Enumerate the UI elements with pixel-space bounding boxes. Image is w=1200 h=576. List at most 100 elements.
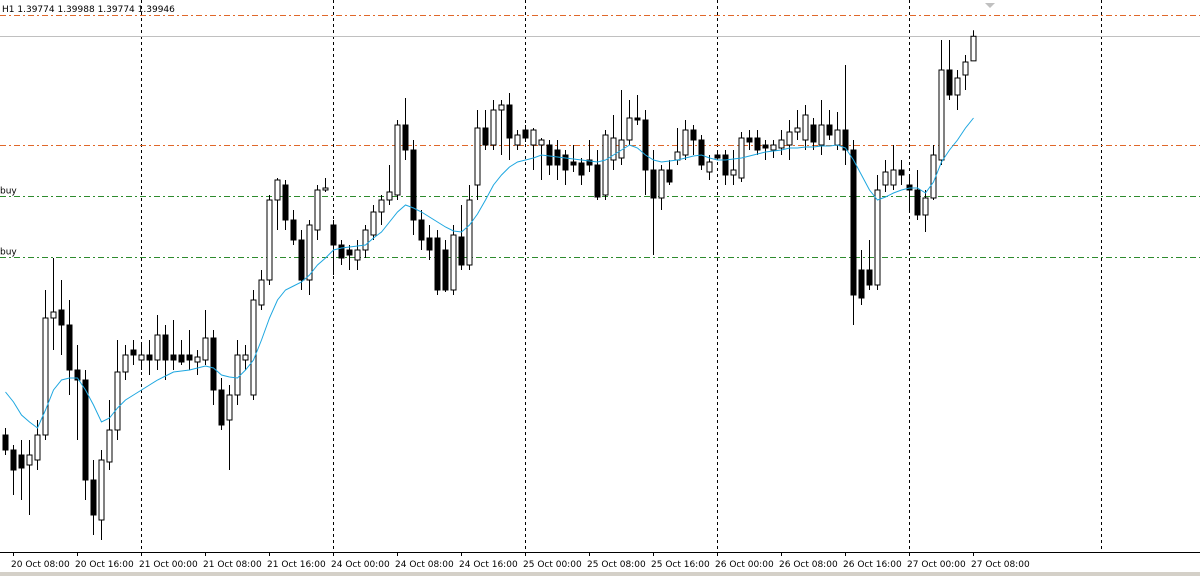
candle-body [698, 139, 705, 166]
candle-body [866, 269, 873, 286]
candle-body [234, 354, 241, 396]
candle-body [386, 191, 393, 201]
candle-body [850, 149, 857, 296]
candle-body [394, 124, 401, 196]
x-tick-label: 26 Oct 16:00 [843, 560, 902, 570]
candle-body [762, 144, 769, 149]
candle-body [402, 124, 409, 151]
candle-body [746, 137, 753, 143]
candle-body [418, 219, 425, 241]
x-tick-label: 26 Oct 08:00 [779, 560, 838, 570]
candle-body [714, 154, 721, 159]
candle-body [26, 454, 33, 466]
candle-body [282, 184, 289, 221]
x-tick-label: 21 Oct 16:00 [267, 560, 326, 570]
candle-body [938, 69, 945, 161]
candle-body [322, 187, 329, 191]
candle-body [58, 309, 65, 326]
candle-body [298, 239, 305, 281]
candle-body [194, 356, 201, 363]
candle-body [130, 349, 137, 356]
candle-body [962, 61, 969, 76]
candle-body [274, 179, 281, 201]
candle-body [546, 144, 553, 166]
candle-body [178, 354, 185, 363]
candle-body [466, 199, 473, 266]
candle-body [818, 124, 825, 146]
candle-body [882, 171, 889, 186]
x-tick-label: 24 Oct 16:00 [459, 560, 518, 570]
x-tick-label: 20 Oct 08:00 [11, 560, 70, 570]
candle-body [34, 434, 41, 461]
candle-body [530, 129, 537, 146]
candle-body [154, 334, 161, 361]
candle-body [266, 199, 273, 281]
candle-body [50, 311, 57, 319]
open-value: 1.39774 [17, 5, 54, 15]
candle-body [682, 129, 689, 156]
candle-body [538, 139, 545, 146]
candle-body [946, 69, 953, 96]
candle-body [954, 77, 961, 96]
candle-body [506, 104, 513, 139]
candle-body [10, 449, 17, 471]
chart-header: H1 1.39774 1.39988 1.39774 1.39946 [2, 5, 175, 15]
candle-body [586, 159, 593, 166]
candle-body [610, 137, 617, 161]
candle-body [338, 244, 345, 259]
candle-body [330, 224, 337, 246]
candle-body [442, 249, 449, 291]
close-value: 1.39946 [138, 5, 175, 15]
moving-average [5, 117, 974, 429]
candle-body [90, 479, 97, 516]
candle-body [370, 211, 377, 236]
candle-body [258, 279, 265, 306]
candle-body [18, 454, 25, 469]
candle-body [578, 162, 585, 176]
candle-body [970, 35, 977, 62]
candle-body [426, 237, 433, 251]
candle-body [106, 429, 113, 463]
candle-body [242, 354, 249, 361]
candle-body [730, 169, 737, 176]
candle-body [474, 127, 481, 186]
candle-body [522, 129, 529, 139]
x-tick-label: 21 Oct 08:00 [203, 560, 262, 570]
x-tick-label: 24 Oct 00:00 [331, 560, 390, 570]
candle-body [482, 127, 489, 146]
candle-body [122, 354, 129, 373]
candle-body [210, 337, 217, 391]
candle-body [378, 199, 385, 213]
candle-body [450, 234, 457, 291]
timeframe: H1 [2, 5, 15, 15]
candle-body [802, 114, 809, 141]
low-value: 1.39774 [98, 5, 135, 15]
candle-body [114, 371, 121, 431]
candle-body [874, 189, 881, 286]
x-tick-label: 27 Oct 08:00 [971, 560, 1030, 570]
candle-body [914, 189, 921, 216]
candle-body [290, 219, 297, 241]
candle-body [602, 134, 609, 196]
candle-body [82, 379, 89, 481]
candle-body [2, 434, 9, 451]
x-tick-label: 24 Oct 08:00 [395, 560, 454, 570]
candle-body [346, 249, 353, 256]
candle-body [722, 154, 729, 176]
status-strip [0, 572, 1200, 576]
candle-body [434, 237, 441, 291]
x-tick-label: 25 Oct 16:00 [651, 560, 710, 570]
candle-body [898, 169, 905, 176]
candle-body [218, 389, 225, 426]
shift-marker [985, 3, 995, 8]
candle-body [98, 459, 105, 521]
candle-body [202, 337, 209, 361]
x-tick-label: 25 Oct 08:00 [587, 560, 646, 570]
candle-body [690, 129, 697, 141]
candle-body [770, 144, 777, 151]
candle-body [362, 229, 369, 251]
period-separators [141, 0, 1102, 552]
candle-body [666, 169, 673, 183]
